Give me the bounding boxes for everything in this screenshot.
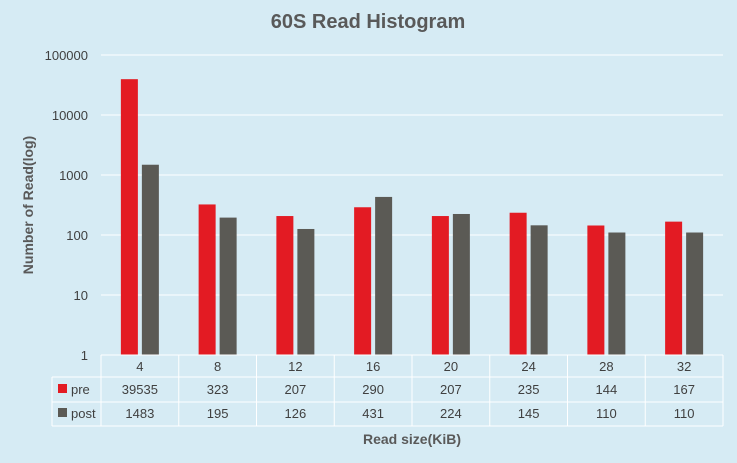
legend-swatch-post <box>58 408 67 417</box>
legend-label-post: post <box>71 406 96 421</box>
x-tick-label: 28 <box>599 359 613 374</box>
chart-title: 60S Read Histogram <box>271 11 466 33</box>
y-tick-label: 10 <box>74 288 88 303</box>
data-label-pre: 144 <box>596 382 618 397</box>
data-table: 4 8 12 16 20 24 28 32 pre 39535 323 207 290 207 235 144… <box>51 354 724 427</box>
bar-pre-32 <box>665 221 683 355</box>
bar-post-12 <box>297 228 315 355</box>
bar-post-16 <box>375 196 393 355</box>
data-label-post: 110 <box>674 406 695 421</box>
x-tick-label: 12 <box>288 359 302 374</box>
data-label-post: 126 <box>285 406 307 421</box>
data-label-pre: 167 <box>673 382 695 397</box>
data-label-post: 1483 <box>125 406 154 421</box>
x-tick-label: 16 <box>366 359 380 374</box>
data-label-post: 110 <box>596 406 617 421</box>
y-axis-label: Number of Read(log) <box>20 136 36 274</box>
x-axis-label: Read size(KiB) <box>363 431 461 447</box>
bar-post-4 <box>141 164 159 355</box>
y-tick-label: 100 <box>66 228 88 243</box>
bars <box>120 79 704 356</box>
data-label-post: 195 <box>207 406 229 421</box>
data-label-post: 431 <box>362 406 384 421</box>
data-label-pre: 207 <box>440 382 462 397</box>
bar-post-20 <box>452 213 470 355</box>
bar-pre-16 <box>354 207 372 355</box>
bar-pre-20 <box>431 216 449 355</box>
y-tick-label: 10000 <box>52 108 88 123</box>
bar-pre-8 <box>198 204 216 355</box>
legend-label-pre: pre <box>71 382 90 397</box>
data-label-pre: 207 <box>285 382 307 397</box>
data-label-post: 145 <box>518 406 540 421</box>
bar-post-24 <box>530 225 548 355</box>
bar-pre-4 <box>120 79 138 356</box>
data-label-pre: 323 <box>207 382 229 397</box>
data-label-pre: 39535 <box>122 382 158 397</box>
bar-post-32 <box>686 232 704 355</box>
y-tick-label: 100000 <box>45 48 88 63</box>
data-label-pre: 290 <box>362 382 384 397</box>
bar-pre-28 <box>587 225 605 355</box>
legend-swatch-pre <box>58 384 67 393</box>
y-tick-label: 1 <box>81 348 88 363</box>
bar-post-8 <box>219 217 237 355</box>
bar-pre-12 <box>276 216 294 355</box>
bar-post-28 <box>608 232 626 355</box>
gridlines <box>101 54 723 356</box>
data-label-pre: 235 <box>518 382 540 397</box>
x-tick-label: 4 <box>136 359 143 374</box>
bar-pre-24 <box>509 212 527 355</box>
x-tick-label: 24 <box>521 359 535 374</box>
data-label-post: 224 <box>440 406 462 421</box>
x-tick-label: 32 <box>677 359 691 374</box>
y-tick-labels: 1 10 100 1000 10000 100000 <box>45 48 88 363</box>
x-tick-label: 8 <box>214 359 221 374</box>
y-tick-label: 1000 <box>59 168 88 183</box>
x-tick-label: 20 <box>444 359 458 374</box>
